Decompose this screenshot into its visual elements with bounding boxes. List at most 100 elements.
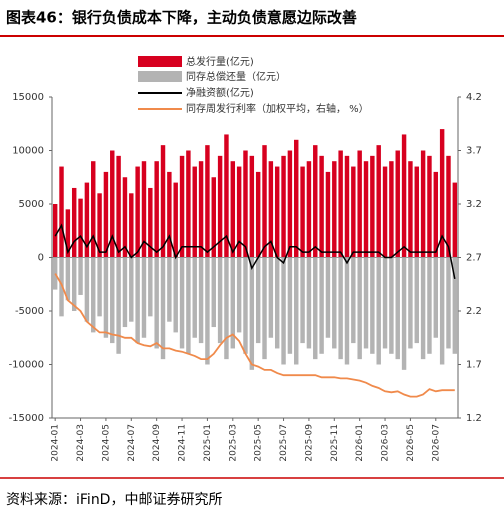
bar [427, 257, 432, 354]
legend-label: 同存总偿还量（亿元） [186, 70, 286, 83]
bar [186, 257, 191, 354]
bar [97, 193, 102, 258]
bar [344, 257, 350, 365]
bar [173, 182, 178, 258]
bar [65, 257, 71, 301]
y-tick-label: -15000 [9, 413, 44, 424]
bar [338, 257, 343, 360]
y2-tick-label: 2.7 [466, 253, 482, 264]
bar [338, 150, 343, 258]
bar [122, 177, 128, 258]
bar [357, 150, 362, 258]
bar [148, 257, 153, 317]
bar [255, 171, 261, 258]
bar [91, 161, 96, 258]
bar [382, 257, 388, 349]
y-tick-label: 5000 [19, 199, 44, 210]
x-tick-label: 2026-03 [381, 424, 391, 462]
bar [313, 145, 318, 258]
y-tick-label: 10000 [12, 146, 44, 157]
bar [439, 257, 445, 365]
bar [65, 209, 71, 258]
legend-swatch [138, 56, 182, 67]
bar [224, 257, 229, 360]
bar [420, 150, 426, 258]
bar [179, 257, 185, 349]
chart-title: 图表46：银行负债成本下降，主动负债意愿边际改善 [6, 9, 357, 27]
bar [274, 257, 280, 349]
bar [325, 171, 331, 258]
bar [452, 182, 458, 258]
bar [192, 166, 197, 258]
bar [376, 257, 381, 365]
bar [52, 257, 58, 290]
bar [78, 198, 83, 258]
bar [154, 161, 159, 258]
bar [217, 257, 223, 344]
bar [173, 257, 178, 333]
x-tick-label: 2024-09 [152, 424, 162, 462]
y2-tick-label: 1.2 [466, 413, 482, 424]
y-tick-label: -10000 [9, 360, 44, 371]
bar [408, 161, 413, 258]
bar [300, 166, 305, 258]
bar [243, 257, 248, 354]
bar [59, 166, 64, 258]
bar [370, 155, 375, 258]
bar [249, 257, 255, 370]
x-tick-label: 2025-01 [203, 424, 213, 462]
y-tick-label: 15000 [12, 92, 44, 103]
bar [382, 166, 388, 258]
bar [306, 257, 312, 349]
legend: 总发行量(亿元) 同存总偿还量（亿元） 净融资额(亿元) 同存周发行利率（加权平… [138, 55, 369, 115]
bar [135, 166, 140, 258]
bar [141, 161, 147, 258]
bar [420, 257, 426, 360]
bar [129, 257, 134, 322]
bar [408, 257, 413, 349]
legend-label: 同存周发行利率（加权平均，右轴， %） [186, 102, 369, 115]
bar [370, 257, 375, 354]
bar [344, 155, 350, 258]
bar [351, 166, 356, 258]
bar [319, 257, 324, 354]
bar [262, 257, 267, 360]
bar [91, 257, 96, 333]
x-tick-label: 2024-05 [101, 424, 111, 462]
bar [59, 257, 64, 317]
bar [205, 257, 210, 365]
bar [135, 257, 140, 344]
bar [401, 134, 407, 258]
bar [439, 129, 445, 258]
y2-tick-label: 4.2 [466, 92, 482, 103]
y-tick-label: 0 [38, 253, 44, 264]
bar [103, 171, 109, 258]
bar [262, 145, 267, 258]
bar [294, 139, 299, 258]
bar [236, 166, 242, 258]
bar [401, 257, 407, 370]
bar [110, 257, 115, 344]
legend-label: 净融资额(亿元) [186, 86, 254, 99]
line [54, 273, 455, 398]
bar [363, 257, 369, 349]
bar [198, 161, 204, 258]
bar [122, 257, 128, 328]
line [54, 223, 456, 280]
bar [154, 257, 159, 349]
x-tick-label: 2024-03 [76, 424, 86, 462]
bar [129, 193, 134, 258]
bar [395, 150, 400, 258]
bar [363, 161, 369, 258]
y-tick-label: -5000 [15, 306, 44, 317]
bar [116, 257, 121, 354]
bar [211, 177, 216, 258]
bar [332, 257, 337, 349]
bar [281, 155, 286, 258]
x-tick-label: 2024-11 [178, 424, 188, 462]
bar [414, 166, 419, 258]
bar [313, 257, 318, 360]
bar [148, 187, 153, 258]
bar [433, 171, 439, 258]
